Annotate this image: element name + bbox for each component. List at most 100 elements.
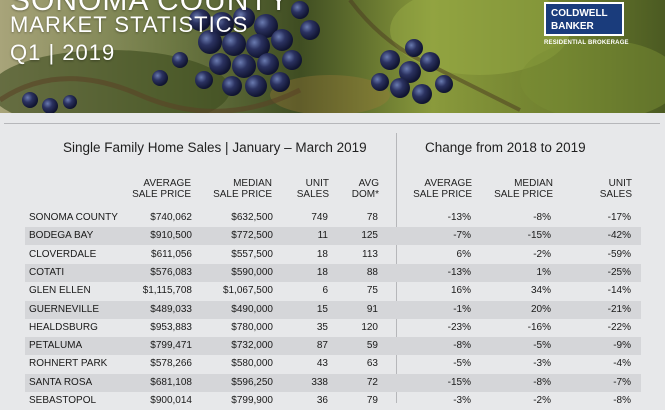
table-row: SEBASTOPOL $900,014 $799,900 36 79 -3% -2% -8%	[25, 392, 641, 410]
cell-median: $557,500	[231, 248, 273, 260]
cell-area: ROHNERT PARK	[29, 358, 108, 370]
coldwell-banker-logo: COLDWELL BANKER RESIDENTIAL BROKERAGE	[544, 2, 632, 50]
cell-chg-units: -8%	[613, 395, 631, 406]
cell-median: $1,067,500	[222, 285, 273, 297]
cell-units: 35	[316, 321, 328, 333]
cell-avg: $489,033	[150, 303, 192, 315]
cell-units: 18	[316, 248, 328, 260]
cell-chg-units: -21%	[607, 303, 631, 315]
cell-chg-units: -22%	[607, 321, 631, 333]
hero-banner: SONOMA COUNTY MARKET STATISTICS Q1 | 201…	[0, 0, 665, 113]
cell-dom: 75	[366, 285, 378, 297]
cell-median: $780,000	[231, 321, 273, 333]
cell-area: SONOMA COUNTY	[29, 212, 118, 223]
title-line-2: MARKET STATISTICS	[10, 12, 249, 37]
cell-chg-median: -8%	[533, 212, 551, 223]
cell-units: 11	[317, 230, 328, 242]
logo-tagline: RESIDENTIAL BROKERAGE	[544, 40, 629, 46]
table-row: SANTA ROSA $681,108 $596,250 338 72 -15% -8% -7…	[25, 373, 641, 392]
cell-area: GLEN ELLEN	[29, 285, 91, 297]
cell-avg: $681,108	[150, 376, 192, 388]
cell-chg-units: -7%	[613, 376, 631, 388]
table-row: COTATI $576,083 $590,000 18 88 -13% 1% -25%	[25, 263, 641, 282]
cell-avg: $576,083	[150, 266, 192, 278]
cell-dom: 79	[366, 395, 378, 406]
cell-dom: 91	[366, 303, 378, 315]
cell-chg-avg: -3%	[453, 395, 471, 406]
table-row: HEALDSBURG $953,883 $780,000 35 120 -23% -16% -…	[25, 319, 641, 337]
cell-dom: 78	[366, 212, 378, 223]
col-header-chg-avg-price: AVERAGE SALE PRICE	[413, 178, 472, 200]
cell-chg-median: -5%	[533, 340, 551, 352]
col-header-avg-dom: AVG DOM*	[351, 178, 379, 200]
cell-median: $490,000	[231, 303, 273, 315]
cell-avg: $1,115,708	[142, 285, 192, 297]
table-row: GLEN ELLEN $1,115,708 $1,067,500 6 75 16% 34% -…	[25, 282, 641, 300]
cell-avg: $611,056	[151, 248, 192, 260]
cell-chg-units: -17%	[607, 212, 631, 223]
cell-chg-median: -2%	[533, 248, 551, 260]
table-row: SONOMA COUNTY $740,062 $632,500 749 78 -13% -8…	[25, 209, 641, 227]
cell-units: 15	[316, 303, 328, 315]
cell-chg-avg: -13%	[447, 266, 471, 278]
cell-chg-units: -59%	[607, 248, 631, 260]
cell-dom: 120	[361, 321, 378, 333]
cell-chg-avg: -5%	[453, 358, 471, 370]
section-right-title: Change from 2018 to 2019	[425, 140, 586, 155]
cell-chg-avg: -7%	[453, 230, 471, 242]
cell-chg-median: 20%	[530, 303, 551, 315]
cell-chg-units: -25%	[607, 266, 631, 278]
cell-chg-units: -14%	[607, 285, 631, 297]
section-left-title: Single Family Home Sales | January – Mar…	[63, 140, 367, 155]
cell-chg-median: 34%	[530, 285, 551, 297]
table-row: CLOVERDALE $611,056 $557,500 18 113 6% -2% -59%	[25, 246, 641, 264]
cell-avg: $953,883	[150, 321, 192, 333]
cell-units: 338	[311, 376, 328, 388]
cell-chg-avg: -13%	[447, 212, 471, 223]
cell-chg-avg: -23%	[447, 321, 471, 333]
cell-avg: $900,014	[150, 395, 192, 406]
cell-units: 6	[322, 285, 328, 297]
stats-panel: Single Family Home Sales | January – Mar…	[0, 113, 665, 406]
col-header-median-price: MEDIAN SALE PRICE	[213, 178, 272, 200]
logo-box: COLDWELL BANKER	[544, 2, 624, 36]
title-line-1: SONOMA COUNTY	[10, 0, 290, 17]
col-header-avg-price: AVERAGE SALE PRICE	[132, 178, 191, 200]
col-header-chg-median-price: MEDIAN SALE PRICE	[494, 178, 553, 200]
cell-median: $596,250	[231, 376, 273, 388]
cell-chg-avg: -15%	[447, 376, 471, 388]
cell-avg: $578,266	[150, 358, 192, 370]
cell-dom: 59	[366, 340, 378, 352]
cell-chg-median: -2%	[533, 395, 551, 406]
table-row: BODEGA BAY $910,500 $772,500 11 125 -7% -15% -4…	[25, 227, 641, 246]
cell-area: BODEGA BAY	[29, 230, 94, 242]
cell-area: GUERNEVILLE	[29, 303, 100, 315]
cell-chg-median: -15%	[527, 230, 551, 242]
cell-chg-avg: -1%	[453, 303, 471, 315]
cell-median: $580,000	[231, 358, 273, 370]
cell-units: 36	[316, 395, 328, 406]
cell-chg-median: -3%	[533, 358, 551, 370]
cell-median: $732,000	[231, 340, 273, 352]
logo-line-1: COLDWELL	[551, 8, 608, 19]
cell-area: HEALDSBURG	[29, 321, 98, 333]
cell-dom: 125	[361, 230, 378, 242]
cell-dom: 113	[362, 248, 378, 260]
cell-area: SANTA ROSA	[29, 376, 93, 388]
cell-units: 18	[316, 266, 328, 278]
cell-median: $772,500	[231, 230, 273, 242]
cell-units: 43	[316, 358, 328, 370]
cell-chg-median: -16%	[527, 321, 551, 333]
col-header-chg-unit-sales: UNIT SALES	[599, 178, 632, 200]
cell-chg-median: 1%	[536, 266, 551, 278]
cell-median: $799,900	[231, 395, 273, 406]
cell-area: PETALUMA	[29, 340, 83, 352]
cell-median: $590,000	[231, 266, 273, 278]
cell-area: CLOVERDALE	[29, 248, 97, 260]
cell-chg-avg: 16%	[450, 285, 471, 297]
title-line-3: Q1 | 2019	[10, 40, 116, 65]
logo-line-2: BANKER	[551, 21, 594, 32]
cell-avg: $910,500	[150, 230, 192, 242]
cell-units: 749	[311, 212, 328, 223]
cell-chg-units: -42%	[607, 230, 631, 242]
